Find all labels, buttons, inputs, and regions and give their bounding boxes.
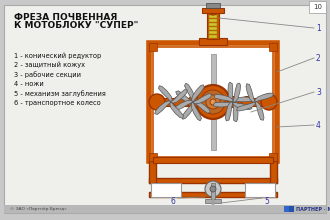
Bar [270, 161, 277, 183]
Text: 5: 5 [264, 196, 269, 205]
Text: 6: 6 [170, 196, 175, 205]
Bar [153, 47, 273, 157]
Bar [209, 27, 217, 30]
Circle shape [242, 97, 252, 108]
Polygon shape [255, 93, 273, 102]
Text: © ЗАО «Партнёр Бренд»: © ЗАО «Партнёр Бренд» [10, 207, 67, 211]
Polygon shape [246, 84, 255, 102]
Bar [205, 199, 221, 203]
Polygon shape [233, 102, 238, 122]
Text: 6 - транспортное колесо: 6 - транспортное колесо [14, 99, 101, 106]
Polygon shape [184, 83, 195, 102]
Circle shape [210, 186, 216, 192]
Circle shape [205, 181, 221, 197]
Circle shape [261, 97, 273, 108]
Bar [149, 161, 156, 183]
Text: 1 - конический редуктор: 1 - конический редуктор [14, 52, 101, 59]
Polygon shape [171, 90, 187, 103]
Text: 2: 2 [316, 53, 321, 62]
Circle shape [206, 95, 220, 109]
Bar [209, 11, 217, 14]
Bar [212, 199, 214, 211]
Bar [284, 206, 294, 212]
Polygon shape [192, 85, 204, 102]
Bar [211, 183, 215, 201]
Bar [209, 15, 217, 18]
Bar [309, 1, 326, 13]
Circle shape [187, 97, 199, 108]
Bar [209, 19, 217, 22]
Polygon shape [213, 102, 233, 107]
Polygon shape [233, 97, 253, 102]
Polygon shape [225, 102, 233, 121]
Bar [206, 3, 220, 8]
Circle shape [149, 94, 165, 110]
Polygon shape [176, 91, 193, 103]
Bar [149, 153, 157, 161]
Bar [153, 157, 273, 163]
Polygon shape [193, 94, 212, 104]
Text: ФРЕЗА ПОЧВЕННАЯ: ФРЕЗА ПОЧВЕННАЯ [14, 13, 117, 22]
Polygon shape [174, 100, 193, 110]
Polygon shape [182, 102, 194, 119]
Polygon shape [155, 101, 171, 114]
Bar [209, 31, 217, 34]
Bar [211, 54, 215, 150]
Bar [4, 205, 326, 213]
Text: 2 - защитный кожух: 2 - защитный кожух [14, 62, 85, 68]
Circle shape [153, 97, 164, 108]
Polygon shape [255, 102, 264, 120]
Bar [209, 23, 217, 26]
Bar [207, 11, 219, 39]
Bar [149, 43, 157, 51]
Text: 3: 3 [316, 88, 321, 97]
Text: 5 - механизм заглубления: 5 - механизм заглубления [14, 90, 106, 97]
Bar [151, 183, 181, 197]
Text: 10: 10 [313, 4, 322, 10]
Circle shape [227, 97, 239, 108]
Circle shape [210, 99, 216, 105]
Polygon shape [193, 101, 210, 113]
Circle shape [201, 90, 225, 114]
Polygon shape [191, 102, 202, 121]
Bar [202, 8, 224, 13]
Polygon shape [237, 102, 255, 111]
Polygon shape [228, 82, 233, 102]
Bar [153, 98, 273, 106]
Polygon shape [170, 102, 183, 118]
Bar [149, 43, 277, 161]
Text: К МОТОБЛОКУ "СУПЕР": К МОТОБЛОКУ "СУПЕР" [14, 21, 138, 30]
Text: 1: 1 [316, 24, 321, 33]
Bar [284, 206, 289, 212]
Bar [149, 192, 277, 197]
Polygon shape [233, 102, 252, 110]
Circle shape [196, 85, 230, 119]
Bar [209, 35, 217, 38]
Bar [199, 38, 227, 45]
Bar [269, 153, 277, 161]
Polygon shape [214, 94, 233, 102]
Polygon shape [233, 83, 241, 102]
Polygon shape [158, 86, 172, 102]
Text: 4 - ножи: 4 - ножи [14, 81, 44, 86]
Bar [149, 178, 277, 183]
Circle shape [174, 97, 184, 108]
Text: 4: 4 [316, 121, 321, 130]
Bar [269, 43, 277, 51]
Text: 3 - рабочие секции: 3 - рабочие секции [14, 71, 81, 78]
Circle shape [208, 5, 218, 15]
Bar [245, 183, 275, 197]
Text: ПАРТНЕР · Медиа: ПАРТНЕР · Медиа [296, 207, 330, 211]
Circle shape [261, 94, 277, 110]
